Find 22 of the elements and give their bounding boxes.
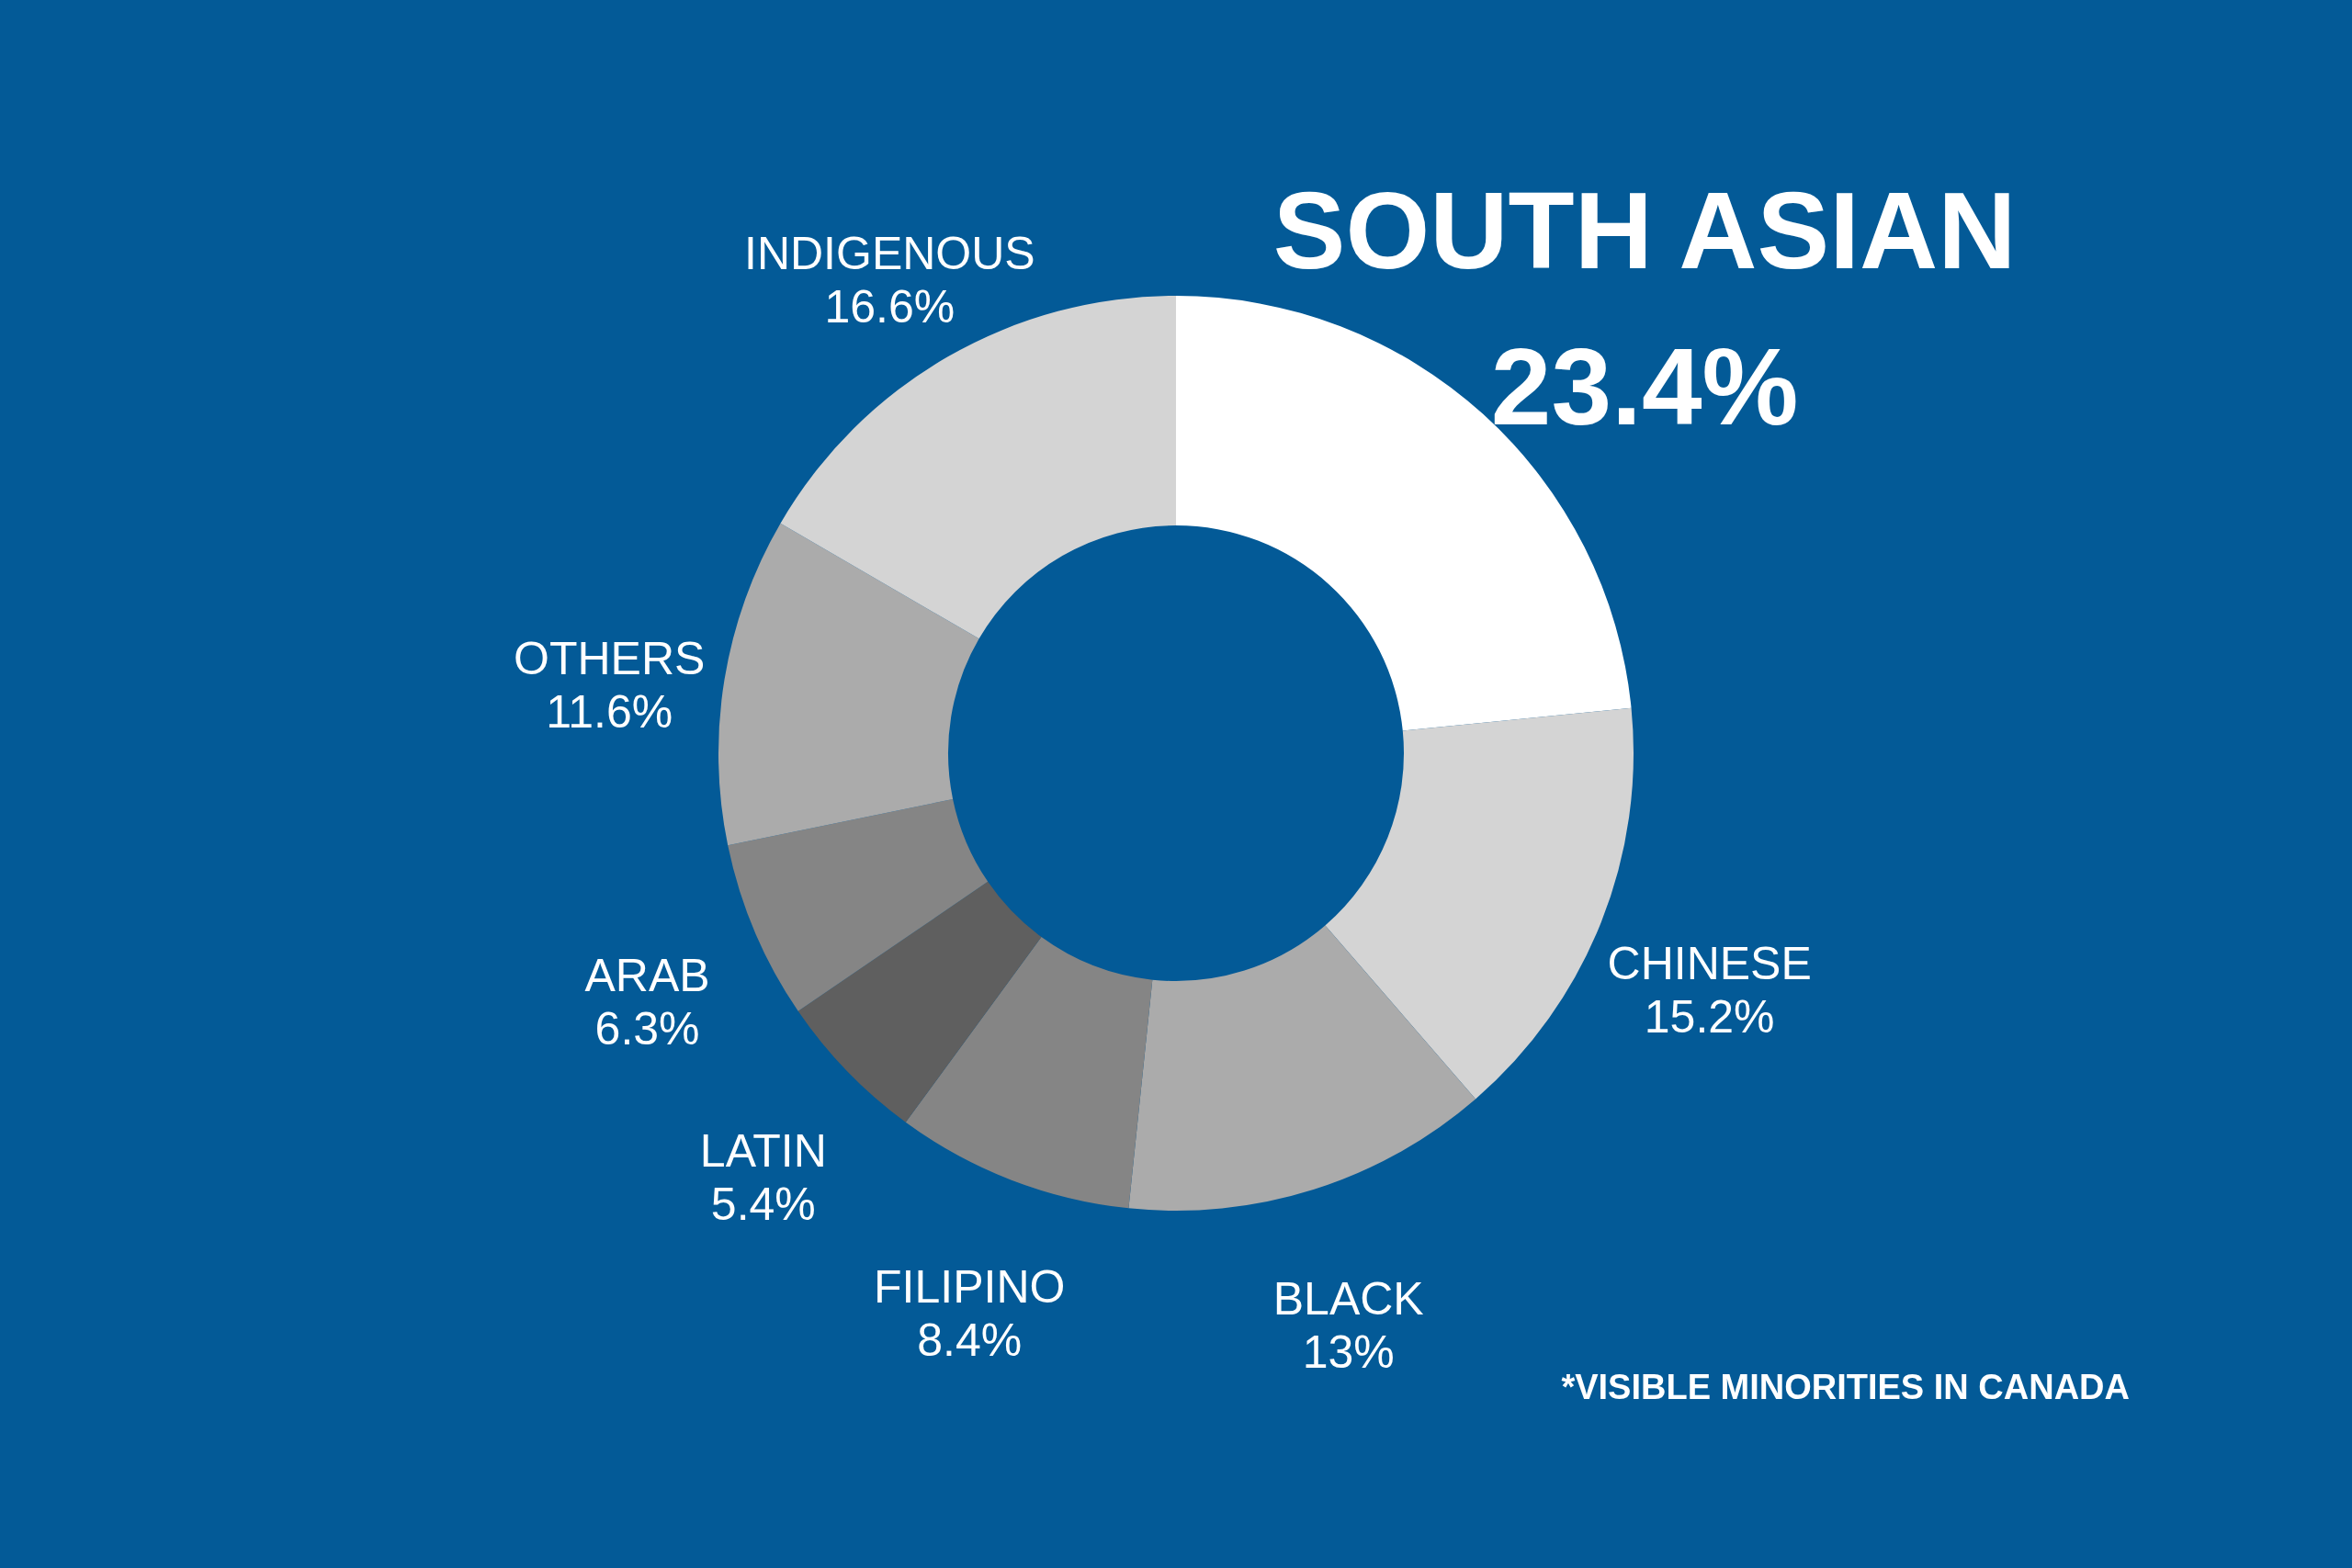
data-label: 16.6% — [824, 281, 956, 333]
donut-slice — [718, 523, 979, 846]
data-label: 5.4% — [710, 1178, 816, 1230]
slice-label: LATIN — [699, 1124, 827, 1177]
data-label: 13% — [1302, 1326, 1395, 1379]
slice-label: BLACK — [1272, 1273, 1424, 1325]
slice-label: SOUTH ASIAN — [1272, 169, 2017, 291]
text: *VISIBLE MINORITIES IN CANADA — [1561, 1368, 2130, 1406]
slice-label: FILIPINO — [874, 1261, 1066, 1314]
data-label: 8.4% — [917, 1314, 1023, 1367]
slice-label: ARAB — [584, 949, 710, 1001]
slice-label: INDIGENOUS — [744, 228, 1035, 280]
donut-slice — [905, 937, 1153, 1209]
data-label: 6.3% — [594, 1002, 700, 1055]
slice-label: CHINESE — [1607, 938, 1812, 990]
slice-label: OTHERS — [514, 633, 706, 685]
donut-slice — [1128, 925, 1476, 1211]
data-label: 23.4% — [1490, 325, 1799, 447]
data-label: 11.6% — [546, 686, 673, 739]
donut-slice — [728, 798, 989, 1011]
donut-slice — [797, 881, 1042, 1122]
data-label: 15.2% — [1644, 991, 1775, 1043]
